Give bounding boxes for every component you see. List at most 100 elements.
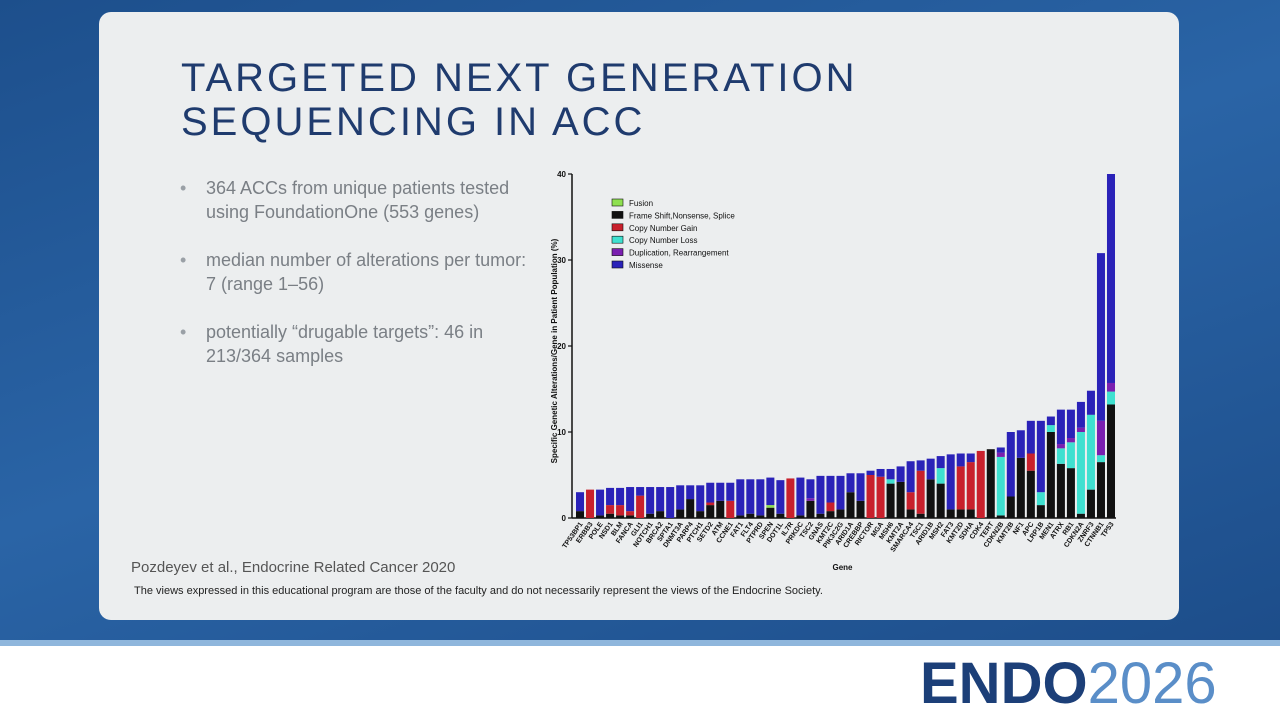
bar-segment	[576, 511, 585, 518]
bar-segment	[666, 487, 675, 518]
bar-segment	[936, 483, 945, 518]
bar-segment	[756, 515, 765, 518]
bar-segment	[736, 479, 745, 516]
bar-segment	[816, 475, 825, 514]
bar-segment	[706, 505, 715, 518]
citation: Pozdeyev et al., Endocrine Related Cance…	[131, 559, 456, 576]
bar-segment	[1076, 513, 1085, 518]
bar-segment	[576, 492, 585, 512]
bar-segment	[866, 470, 875, 475]
bar-segment	[856, 500, 865, 518]
bar-segment	[846, 473, 855, 493]
bar-segment	[1106, 391, 1115, 405]
bar-segment	[906, 509, 915, 518]
bar-segment	[636, 487, 645, 496]
bar-segment	[586, 489, 595, 518]
bar-segment	[616, 515, 625, 518]
bar-segment	[616, 505, 625, 516]
bar-segment	[646, 513, 655, 518]
bar-segment	[1046, 416, 1055, 426]
bar-segment	[956, 509, 965, 518]
bar-segment	[1096, 462, 1105, 518]
bar-segment	[706, 502, 715, 506]
bar-segment	[746, 513, 755, 518]
bar-segment	[676, 509, 685, 518]
bar-segment	[606, 487, 615, 506]
logo-year: 2026	[1087, 651, 1217, 716]
bar-segment	[646, 487, 655, 514]
bar-segment	[956, 466, 965, 510]
bar-segment	[656, 511, 665, 518]
y-tick-label: 30	[557, 256, 566, 265]
legend-swatch	[611, 211, 624, 219]
slide-title: SEQUENCING IN ACC	[181, 100, 646, 144]
bar-segment	[1036, 420, 1045, 493]
bar-segment	[716, 482, 725, 501]
bar-segment	[856, 473, 865, 501]
legend-swatch	[611, 198, 624, 207]
bar-segment	[906, 461, 915, 493]
bar-segment	[746, 479, 755, 514]
legend-label: Fusion	[629, 199, 653, 208]
bar-segment	[896, 466, 905, 482]
bar-segment	[796, 515, 805, 518]
bar-segment	[606, 513, 615, 518]
footer-band	[0, 640, 1280, 726]
bar-segment	[776, 513, 785, 518]
y-tick-label: 0	[562, 514, 567, 523]
bar-segment	[626, 515, 635, 518]
bar-segment	[996, 515, 1005, 518]
bar-segment	[826, 475, 835, 503]
bar-segment	[896, 481, 905, 518]
bar-segment	[736, 515, 745, 518]
legend-label: Copy Number Loss	[629, 236, 697, 245]
bar-segment	[1086, 414, 1095, 490]
bar-segment	[816, 513, 825, 518]
bar-segment	[876, 476, 885, 518]
bar-segment	[1076, 427, 1085, 432]
bar-segment	[596, 489, 605, 516]
bar-segment	[1106, 404, 1115, 518]
bar-segment	[1026, 453, 1035, 471]
bar-segment	[686, 499, 695, 518]
bar-segment	[1076, 432, 1085, 514]
bar-segment	[696, 511, 705, 518]
bar-segment	[926, 479, 935, 518]
bar-segment	[596, 515, 605, 518]
bar-segment	[1026, 420, 1035, 454]
bar-segment	[976, 450, 985, 518]
bar-segment	[996, 452, 1005, 457]
bar-segment	[1066, 409, 1075, 439]
bar-segment	[806, 500, 815, 518]
bar-segment	[1096, 253, 1105, 421]
bar-segment	[916, 470, 925, 514]
bar-segment	[1066, 438, 1075, 443]
bar-segment	[606, 505, 615, 514]
bar-segment	[1016, 430, 1025, 458]
legend-label: Copy Number Gain	[629, 224, 697, 233]
bar-segment	[1096, 420, 1105, 456]
bar-segment	[656, 487, 665, 512]
bar-segment	[1056, 409, 1065, 445]
bar-segment	[1086, 390, 1095, 415]
bar-segment	[776, 480, 785, 514]
bar-segment	[826, 502, 835, 512]
bar-segment	[1036, 505, 1045, 518]
chart: 0 10 20 30 40 Specific Genetic Alterations/Ge…	[550, 170, 1116, 572]
bar-segment	[626, 511, 635, 516]
bar-segment	[996, 447, 1005, 453]
bar-segment	[726, 482, 735, 501]
bar-segment	[946, 509, 955, 518]
legend-label: Duplication, Rearrangement	[629, 249, 729, 258]
bar-segment	[686, 485, 695, 500]
bar-segment	[1106, 382, 1115, 392]
disclaimer: The views expressed in this educational …	[134, 585, 823, 597]
bar-segment	[766, 505, 775, 508]
legend-swatch	[611, 223, 624, 232]
legend-swatch	[611, 260, 624, 269]
y-tick-label: 40	[557, 170, 566, 179]
bar-segment	[796, 477, 805, 516]
bar-segment	[1006, 432, 1015, 497]
bar-segment	[996, 456, 1005, 516]
slide-title: TARGETED NEXT GENERATION	[181, 56, 858, 100]
